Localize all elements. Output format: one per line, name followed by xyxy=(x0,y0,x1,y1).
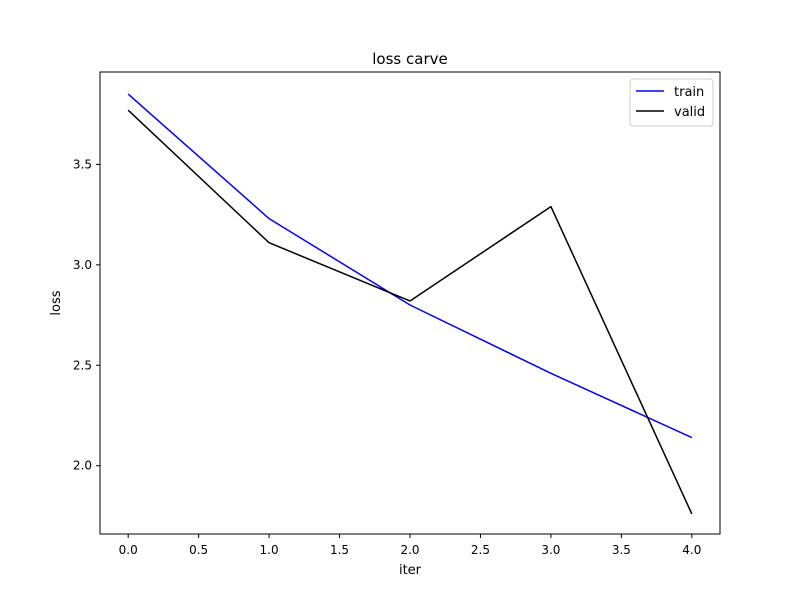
x-tick-label: 1.5 xyxy=(330,543,349,557)
legend-label-valid: valid xyxy=(674,105,705,120)
x-tick-label: 2.5 xyxy=(471,543,490,557)
x-tick-label: 1.0 xyxy=(260,543,279,557)
x-tick-label: 3.5 xyxy=(612,543,631,557)
plot-lines xyxy=(127,93,693,515)
x-axis-ticks: 0.0 0.5 1.0 1.5 2.0 2.5 3.0 3.5 4.0 xyxy=(119,534,701,557)
x-tick-label: 3.0 xyxy=(541,543,560,557)
y-axis-ticks: 2.0 2.5 3.0 3.5 xyxy=(73,157,100,473)
series-line-valid xyxy=(127,109,693,515)
y-tick-label: 3.0 xyxy=(73,258,92,272)
y-tick-label: 2.0 xyxy=(73,459,92,473)
legend-label-train: train xyxy=(674,85,704,100)
y-tick-label: 3.5 xyxy=(73,157,92,171)
x-tick-label: 2.0 xyxy=(400,543,419,557)
legend: train valid xyxy=(629,78,714,127)
x-tick-label: 4.0 xyxy=(682,543,701,557)
x-tick-label: 0.5 xyxy=(189,543,208,557)
x-axis-label: iter xyxy=(399,563,422,578)
chart-title: loss carve xyxy=(372,50,447,68)
y-axis-label: loss xyxy=(49,290,64,315)
series-line-train xyxy=(127,93,693,439)
y-tick-label: 2.5 xyxy=(73,358,92,372)
x-tick-label: 0.0 xyxy=(119,543,138,557)
plot-frame xyxy=(99,71,721,535)
